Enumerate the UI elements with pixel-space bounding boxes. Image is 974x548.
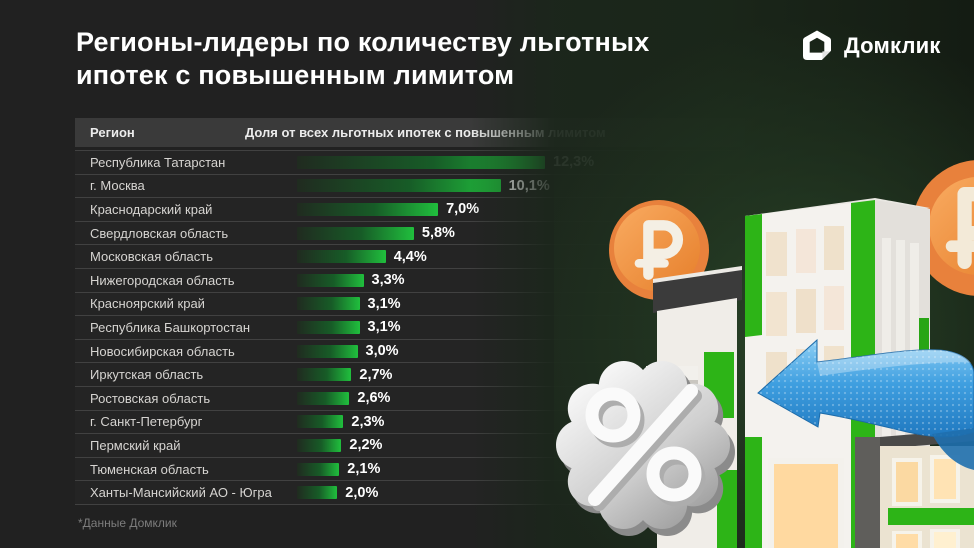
table-rows: Республика Татарстан12,3%г. Москва10,1%К… bbox=[75, 150, 745, 505]
corner-building bbox=[855, 429, 974, 548]
table-row: Иркутская область 2,7% bbox=[75, 362, 745, 386]
domclick-house-icon bbox=[803, 30, 831, 60]
share-value: 2,1% bbox=[347, 461, 381, 478]
percent-badge-icon bbox=[556, 361, 735, 536]
title-line-1: Регионы-лидеры по количеству льготных bbox=[76, 27, 650, 57]
table-row: г. Санкт-Петербург 2,3% bbox=[75, 409, 745, 434]
region-column-header: Регион bbox=[90, 125, 135, 140]
domclick-logo: Домклик bbox=[799, 28, 941, 64]
share-bar bbox=[297, 250, 386, 264]
leaders-table: Регион Доля от всех льготных ипотек с по… bbox=[75, 118, 745, 505]
share-value: 2,0% bbox=[345, 484, 379, 501]
share-value: 2,2% bbox=[349, 437, 383, 454]
source-footnote: *Данные Домклик bbox=[78, 516, 177, 530]
share-value: 2,3% bbox=[351, 413, 385, 430]
region-label: Пермский край bbox=[90, 437, 181, 453]
region-label: Республика Башкортостан bbox=[90, 319, 250, 335]
share-bar bbox=[297, 226, 414, 240]
percent-sign-icon bbox=[585, 384, 706, 511]
region-label: Ханты-Мансийский АО - Югра bbox=[90, 485, 272, 501]
region-label: Краснодарский край bbox=[90, 201, 213, 217]
share-bar bbox=[297, 344, 358, 358]
arrow-left-icon bbox=[757, 338, 974, 470]
share-bar bbox=[297, 368, 352, 382]
share-bar bbox=[297, 297, 360, 311]
share-value: 3,1% bbox=[367, 295, 401, 312]
region-label: г. Москва bbox=[90, 178, 145, 194]
share-value: 2,6% bbox=[357, 390, 391, 407]
region-label: г. Санкт-Петербург bbox=[90, 414, 203, 430]
share-value: 5,8% bbox=[421, 225, 455, 242]
table-row: Республика Башкортостан 3,1% bbox=[75, 315, 745, 339]
region-label: Красноярский край bbox=[90, 296, 205, 312]
share-bar bbox=[297, 415, 344, 429]
share-value: 3,0% bbox=[365, 343, 399, 360]
region-label: Республика Татарстан bbox=[90, 154, 226, 170]
region-label: Московская область bbox=[90, 249, 214, 265]
table-row: Московская область 4,4% bbox=[75, 244, 745, 268]
background-glow bbox=[470, 0, 554, 548]
share-value: 3,3% bbox=[371, 272, 405, 289]
building-illustration bbox=[554, 0, 974, 548]
region-label: Нижегородская область bbox=[90, 272, 235, 288]
share-value: 4,4% bbox=[393, 248, 427, 265]
table-row: Ростовская область 2,6% bbox=[75, 385, 745, 410]
share-bar bbox=[297, 438, 342, 452]
region-label: Ростовская область bbox=[90, 390, 211, 406]
share-value: 3,1% bbox=[367, 319, 401, 336]
share-value: 2,7% bbox=[359, 366, 393, 383]
share-bar bbox=[297, 273, 364, 287]
region-label: Новосибирская область bbox=[90, 343, 235, 359]
region-label: Свердловская область bbox=[90, 225, 229, 241]
share-bar bbox=[297, 202, 439, 216]
title-line-2: ипотек с повышенным лимитом bbox=[76, 60, 515, 90]
share-bar bbox=[297, 462, 340, 476]
share-bar bbox=[297, 320, 360, 334]
domclick-logo-text: Домклик bbox=[844, 33, 941, 58]
table-row: Новосибирская область 3,0% bbox=[75, 338, 745, 363]
table-row: Нижегородская область 3,3% bbox=[75, 267, 745, 292]
table-row: Пермский край 2,2% bbox=[75, 433, 745, 457]
table-row: Свердловская область 5,8% bbox=[75, 220, 745, 245]
table-row: Красноярский край 3,1% bbox=[75, 291, 745, 316]
table-row: Тюменская область 2,1% bbox=[75, 456, 745, 481]
page-title: Регионы-лидеры по количеству льготных ип… bbox=[76, 26, 650, 92]
share-bar bbox=[297, 486, 338, 500]
share-bar bbox=[297, 179, 501, 193]
region-label: Тюменская область bbox=[90, 461, 209, 477]
table-row: Ханты-Мансийский АО - Югра 2,0% bbox=[75, 480, 745, 504]
share-bar bbox=[297, 391, 350, 405]
region-label: Иркутская область bbox=[90, 367, 204, 383]
